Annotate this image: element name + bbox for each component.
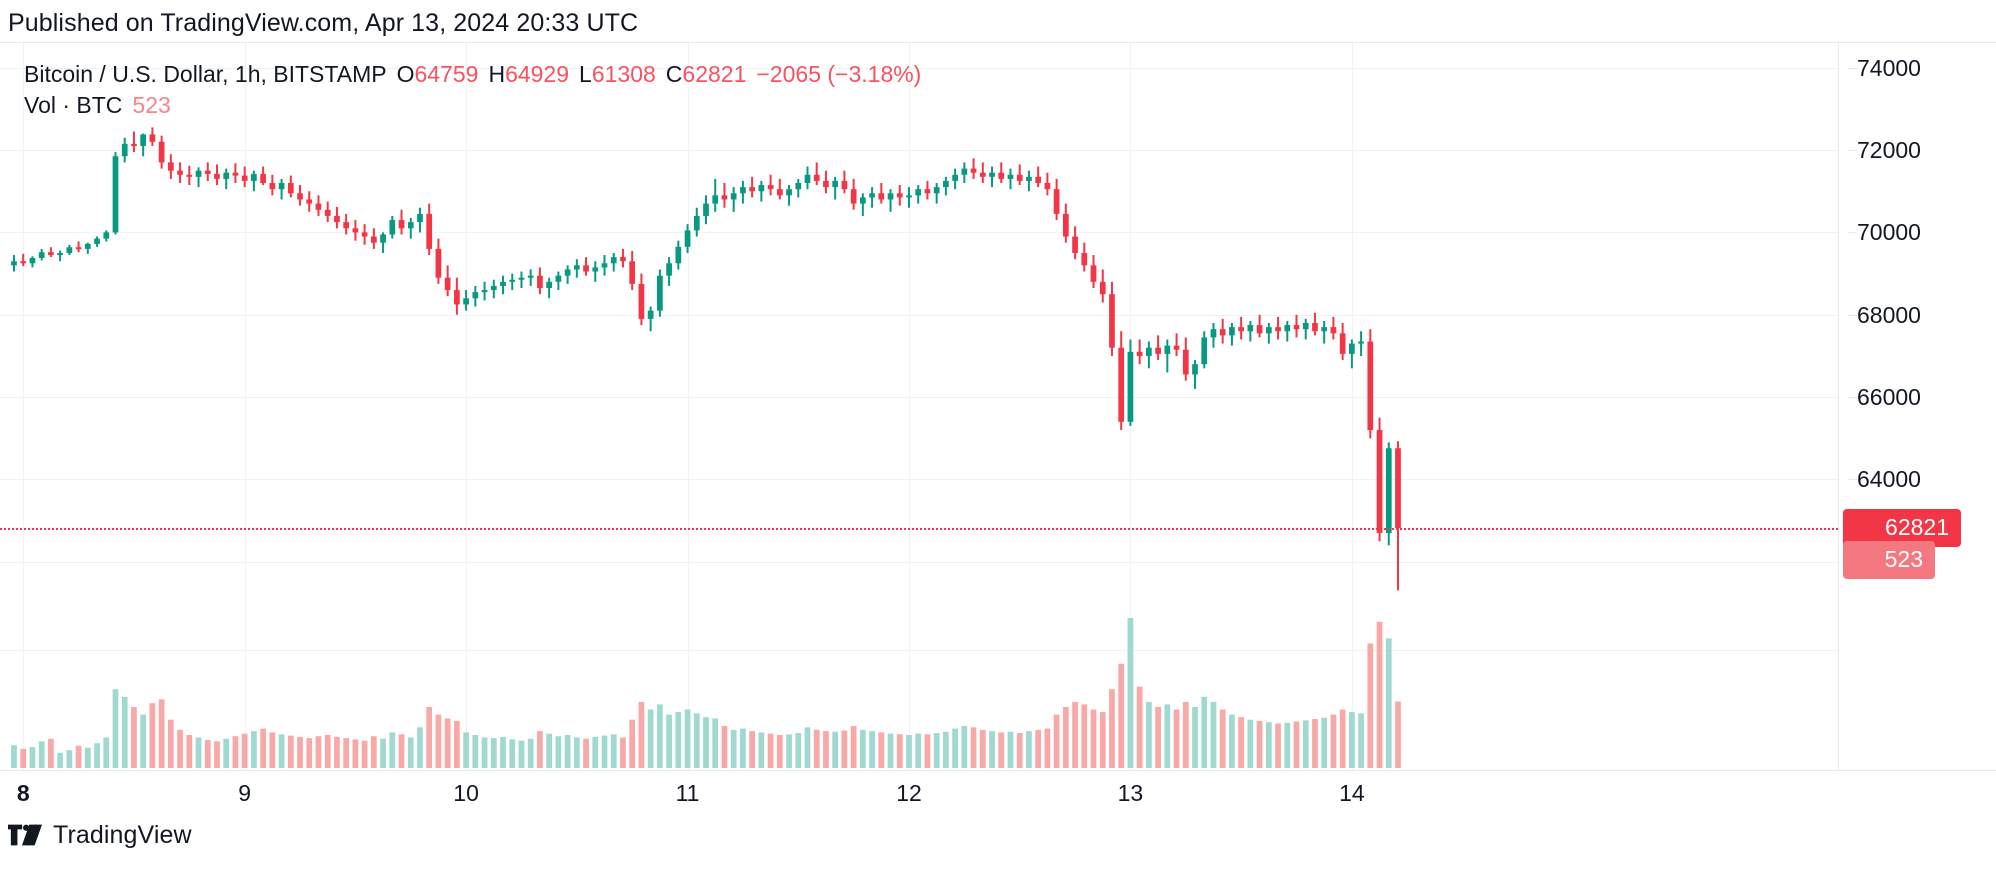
price-axis-tick [1848,150,1857,152]
time-axis-label: 10 [453,780,479,806]
price-axis-label: 66000 [1848,386,1921,409]
plot-area[interactable] [0,43,1838,770]
gridline-horizontal [0,67,1838,69]
time-axis-label: 11 [675,780,700,806]
gridline-vertical [1351,43,1353,770]
price-scale[interactable]: 74000720007000068000660006400062000 6282… [1838,43,1996,770]
gridline-vertical [466,43,468,770]
gridline-horizontal [0,314,1838,316]
time-axis-label: 12 [896,780,922,806]
tradingview-logo-icon [8,824,42,846]
published-caption: Published on TradingView.com, Apr 13, 20… [8,9,639,37]
gridline-vertical [687,43,689,770]
tradingview-wordmark: TradingView [53,821,192,849]
price-axis-tick [1848,397,1857,399]
time-axis-label: 14 [1339,780,1365,806]
price-axis-label: 74000 [1848,56,1921,80]
price-axis-tick [1848,479,1857,481]
gridline-horizontal [0,232,1838,234]
volume-badge: 523 [1843,541,1935,580]
candlestick-series [11,127,1401,768]
gridline-vertical [244,43,246,770]
gridline-vertical [908,43,910,770]
gridline-vertical [23,43,25,770]
time-axis-label: 9 [238,780,252,806]
last-price-line [0,528,1838,531]
price-axis-tick [1848,314,1857,316]
last-price-badge: 62821 [1843,509,1961,548]
price-axis-tick [1848,67,1857,69]
price-axis-label: 68000 [1848,303,1921,327]
time-axis-label: 8 [16,780,30,806]
price-axis-label: 72000 [1848,139,1921,162]
time-scale[interactable]: 8 9 10 11 12 13 14 [0,770,1996,815]
gridline-horizontal [0,650,1838,651]
price-axis-tick [1848,232,1857,234]
footer-brand: TradingView [8,822,192,848]
price-axis-label: 64000 [1848,468,1921,491]
gridline-horizontal [0,561,1838,563]
time-axis-label: 13 [1117,780,1144,806]
chart-frame: Bitcoin / U.S. Dollar, 1h, BITSTAMP O6475… [0,42,1996,814]
price-axis-label: 70000 [1848,221,1921,244]
gridline-horizontal [0,479,1838,481]
gridline-horizontal [0,150,1838,152]
gridline-horizontal [0,397,1838,399]
